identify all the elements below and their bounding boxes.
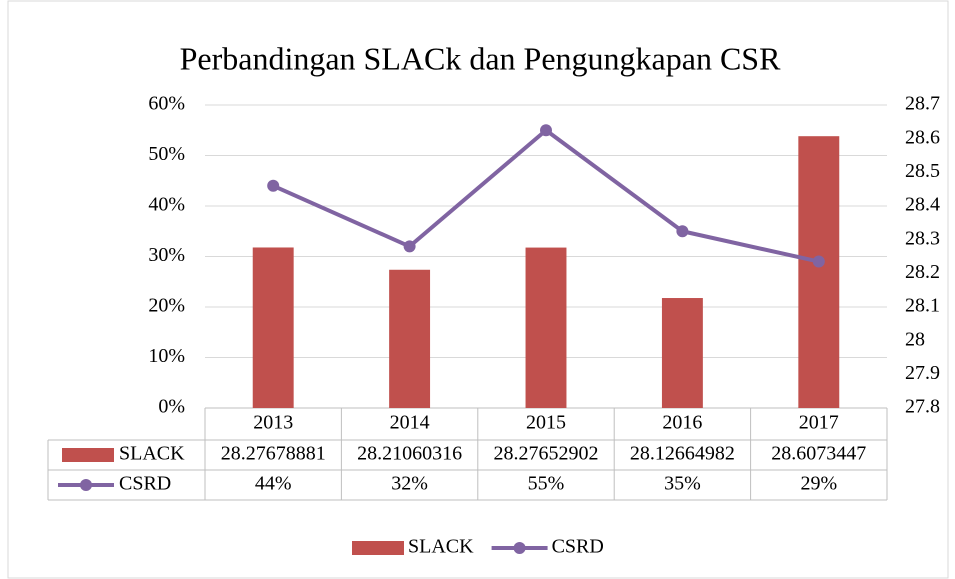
- y2-tick-label: 28: [905, 328, 925, 350]
- legend-label: SLACK: [408, 536, 474, 558]
- legend-key: [352, 541, 404, 555]
- table-cell: 44%: [255, 473, 292, 495]
- bar: [389, 269, 431, 408]
- table-series-name: CSRD: [119, 473, 171, 495]
- legend-label: CSRD: [552, 536, 604, 558]
- table-cell: 29%: [800, 473, 837, 495]
- marker: [676, 225, 689, 238]
- y2-tick-label: 28.5: [905, 160, 940, 182]
- table-cell: 28.12664982: [630, 443, 735, 465]
- table-cell: 28.27652902: [494, 443, 599, 465]
- y-tick-label: 0%: [158, 396, 185, 418]
- bar: [252, 247, 294, 408]
- table-series-name: SLACK: [119, 443, 185, 465]
- y2-tick-label: 27.9: [905, 362, 940, 384]
- legend-key: [62, 448, 114, 462]
- y-tick-label: 10%: [148, 345, 185, 367]
- chart-title: Perbandingan SLACk dan Pengungkapan CSR: [180, 40, 782, 76]
- y-tick-label: 50%: [148, 143, 185, 165]
- table-cell: 28.6073447: [771, 443, 866, 465]
- bar: [525, 247, 567, 408]
- y2-tick-label: 28.3: [905, 227, 940, 249]
- table-cell: 32%: [391, 473, 428, 495]
- x-tick-label: 2017: [799, 412, 839, 434]
- y-tick-label: 30%: [148, 244, 185, 266]
- y-tick-label: 60%: [148, 93, 185, 115]
- marker: [540, 124, 552, 137]
- bar: [661, 298, 703, 408]
- x-tick-label: 2014: [390, 412, 430, 434]
- y2-tick-label: 28.2: [905, 261, 940, 283]
- x-tick-label: 2016: [662, 412, 702, 434]
- marker: [403, 240, 416, 253]
- y2-tick-label: 28.6: [905, 126, 940, 148]
- legend-key: [80, 479, 92, 491]
- y2-tick-label: 28.4: [905, 194, 940, 216]
- x-tick-label: 2015: [526, 412, 566, 434]
- y2-tick-label: 27.8: [905, 396, 940, 418]
- legend-key: [513, 542, 526, 554]
- marker: [267, 179, 280, 192]
- table-cell: 28.27678881: [221, 443, 326, 465]
- bar: [798, 136, 840, 408]
- y2-tick-label: 28.7: [905, 93, 940, 115]
- table-cell: 55%: [528, 473, 565, 495]
- marker: [812, 255, 825, 268]
- x-tick-label: 2013: [253, 412, 293, 434]
- y2-tick-label: 28.1: [905, 295, 940, 317]
- y-tick-label: 40%: [148, 194, 185, 216]
- y-tick-label: 20%: [148, 295, 185, 317]
- table-cell: 35%: [664, 473, 701, 495]
- table-cell: 28.21060316: [357, 443, 462, 465]
